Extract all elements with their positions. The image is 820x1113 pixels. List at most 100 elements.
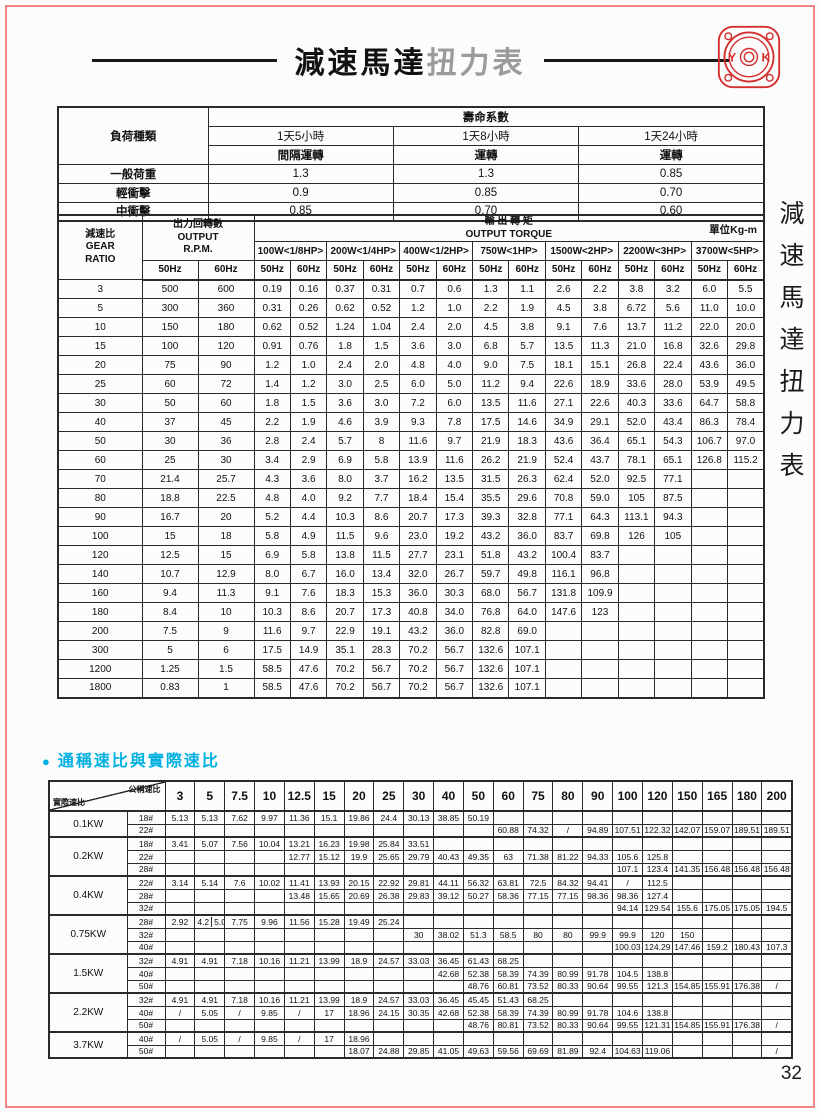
torque-cell: 105 (654, 526, 692, 546)
power-header: 100W<1/8HP> (253, 241, 328, 261)
actual-ratio-cell (343, 901, 375, 916)
actual-ratio-cell (373, 862, 405, 877)
gear-ratio-cell: 40 (57, 412, 143, 432)
actual-ratio-cell (492, 940, 524, 955)
torque-cell: 2.5 (362, 374, 401, 394)
actual-ratio-cell (492, 1031, 524, 1046)
torque-cell: 1.04 (362, 317, 401, 337)
actual-ratio-cell (701, 914, 733, 929)
actual-ratio-cell (164, 940, 196, 955)
actual-ratio-cell (671, 1005, 703, 1020)
torque-cell (654, 545, 692, 565)
actual-ratio-cell (164, 823, 196, 838)
torque-cell: 56.7 (362, 659, 401, 679)
torque-cell: 22.6 (581, 393, 619, 413)
rpm-cell: 21.4 (141, 469, 199, 489)
rpm-cell: 18 (197, 526, 255, 546)
rpm-cell: 120 (197, 336, 255, 356)
torque-cell: 20.0 (726, 317, 765, 337)
ratio-table-row: 32# 94.14 129.54 155.6 175.05 175.05 194.5 (49, 901, 793, 916)
nominal-ratio-header: 40 (433, 780, 464, 812)
torque-cell: 1.8 (253, 393, 291, 413)
torque-table-row: 60 25 30 3.4 2.9 6.9 5.8 13.9 11.6 26.2 21.9 52.4 43… (57, 450, 765, 470)
actual-ratio-cell (224, 979, 256, 994)
actual-ratio-cell (671, 810, 703, 825)
torque-cell: 9.0 (472, 355, 510, 375)
torque-cell (726, 659, 765, 679)
torque-table-row: 70 21.4 25.7 4.3 3.6 8.0 3.7 16.2 13.5 31.5 26.3 62… (57, 469, 765, 489)
actual-ratio-cell (761, 888, 793, 903)
torque-cell: 0.76 (289, 336, 328, 356)
actual-ratio-cell (731, 836, 763, 851)
actual-ratio-cell: 4.91 (194, 953, 226, 968)
torque-cell: 28.0 (654, 374, 692, 394)
actual-ratio-cell: 80.33 (552, 979, 584, 994)
frame-cell: 50# (126, 1044, 166, 1059)
ratio-table-row: 2.2KW 32# 4.91 4.91 7.18 10.16 11.21 13.99 18.9 2… (48, 992, 793, 1033)
torque-cell: 2.4 (399, 317, 437, 337)
torque-cell: 33.6 (617, 374, 656, 394)
torque-cell: 15.1 (581, 355, 619, 375)
torque-table-row: 100 15 18 5.8 4.9 11.5 9.6 23.0 19.2 43.2 36.0 83.7… (57, 526, 765, 546)
torque-cell: 4.3 (253, 469, 291, 489)
torque-cell: 1.2 (253, 355, 291, 375)
actual-ratio-cell (552, 953, 584, 968)
life-factor-cell: 0.85 (392, 182, 580, 203)
actual-ratio-cell: 94.41 (582, 875, 614, 890)
actual-ratio-cell: 7.6 (224, 875, 256, 890)
actual-ratio-cell (373, 966, 405, 981)
actual-ratio-cell (224, 862, 256, 877)
torque-cell: 7.6 (581, 317, 619, 337)
hz-header: 50Hz (617, 260, 656, 281)
actual-ratio-cell: / (224, 1031, 256, 1046)
actual-ratio-cell (671, 875, 703, 890)
torque-cell: 3.6 (399, 336, 437, 356)
torque-cell: 18.3 (326, 583, 364, 603)
gear-ratio-cell: 60 (57, 450, 143, 470)
actual-ratio-cell: 10.04 (254, 836, 285, 851)
actual-ratio-cell: 52.38 (462, 966, 494, 981)
actual-ratio-cell: / (761, 1044, 793, 1059)
actual-ratio-cell (701, 1031, 733, 1046)
torque-cell: 29.8 (726, 336, 765, 356)
actual-ratio-cell (761, 849, 793, 864)
actual-ratio-cell: 74.32 (522, 823, 554, 838)
torque-cell: 70.8 (544, 488, 583, 508)
actual-ratio-cell: 10.16 (254, 953, 285, 968)
torque-cell: 115.2 (726, 450, 765, 470)
actual-ratio-cell: 80 (552, 927, 584, 942)
actual-ratio-cell: 58.39 (492, 1005, 524, 1020)
nominal-ratio-header: 12.5 (283, 780, 315, 812)
actual-ratio-cell: 25.65 (373, 849, 405, 864)
actual-ratio-cell (313, 823, 345, 838)
logo-letter-y: Y (728, 51, 736, 65)
actual-ratio-cell: 59.56 (492, 1044, 524, 1059)
torque-cell (544, 678, 583, 698)
actual-ratio-cell: 51.43 (492, 992, 524, 1007)
actual-ratio-cell: 71.38 (522, 849, 554, 864)
actual-ratio-cell (582, 836, 614, 851)
torque-cell: 22.6 (544, 374, 583, 394)
actual-ratio-cell (522, 901, 554, 916)
ratio-table-row: 40# 42.68 52.38 58.39 74.39 80.99 91.78 104.5 13… (49, 966, 793, 981)
torque-cell (726, 564, 765, 584)
torque-cell (726, 507, 765, 527)
mode-header: 間隔運轉 (207, 144, 394, 165)
actual-ratio-cell: 74.39 (522, 1005, 554, 1020)
torque-cell: 0.6 (435, 279, 474, 299)
torque-cell: 2.2 (581, 279, 619, 299)
actual-ratio-cell (761, 927, 793, 942)
torque-cell (617, 659, 656, 679)
actual-ratio-cell: 10.16 (254, 992, 285, 1007)
torque-cell: 8.0 (326, 469, 364, 489)
actual-ratio-cell (701, 888, 733, 903)
torque-cell: 78.4 (726, 412, 765, 432)
torque-cell: 34.0 (435, 602, 474, 622)
actual-ratio-cell: 194.5 (761, 901, 793, 916)
torque-cell: 1.3 (472, 279, 510, 299)
torque-cell: 65.1 (654, 450, 692, 470)
actual-ratio-cell (433, 940, 464, 955)
torque-cell: 70.2 (399, 659, 437, 679)
power-cell: 0.75KW (48, 914, 128, 955)
torque-cell: 52.4 (544, 450, 583, 470)
